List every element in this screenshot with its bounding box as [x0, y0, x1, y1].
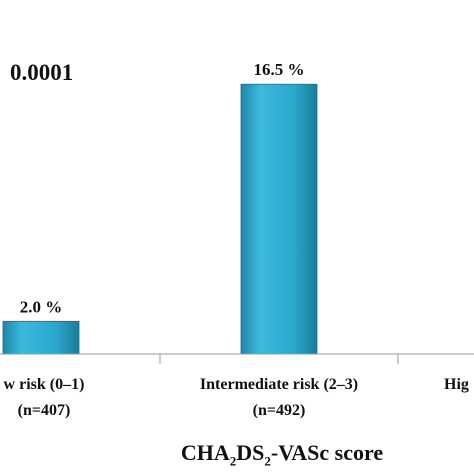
- category-name: w risk (0–1): [3, 376, 85, 393]
- x-axis-title-part: -VASc score: [270, 440, 384, 465]
- x-axis-title-subscript: 2: [264, 453, 271, 469]
- bar-series: [2, 83, 318, 355]
- data-labels: 2.0 % 16.5 %: [20, 60, 305, 316]
- x-axis-title-part: CHA: [180, 440, 230, 465]
- x-axis-title-part: DS: [236, 440, 265, 465]
- category-label-high-risk: Hig: [444, 372, 474, 398]
- bar-0: [2, 320, 80, 355]
- category-label-intermediate-risk: Intermediate risk (2–3) (n=492): [159, 372, 399, 424]
- category-count: (n=407): [17, 402, 71, 419]
- category-name: Hig: [444, 376, 469, 393]
- category-label-low-risk: w risk (0–1) (n=407): [0, 372, 164, 424]
- x-axis-title-subscript: 2: [229, 453, 237, 469]
- category-name: Intermediate risk (2–3): [199, 376, 359, 393]
- x-axis-ticks: [159, 354, 399, 364]
- bar-1: [240, 83, 318, 355]
- p-value-label: 0.0001: [10, 60, 74, 85]
- data-label-1: 16.5 %: [254, 60, 305, 79]
- x-axis-title: CHA2DS2-VASc score: [0, 440, 474, 469]
- category-count: (n=492): [252, 402, 306, 419]
- data-label-0: 2.0 %: [20, 297, 63, 316]
